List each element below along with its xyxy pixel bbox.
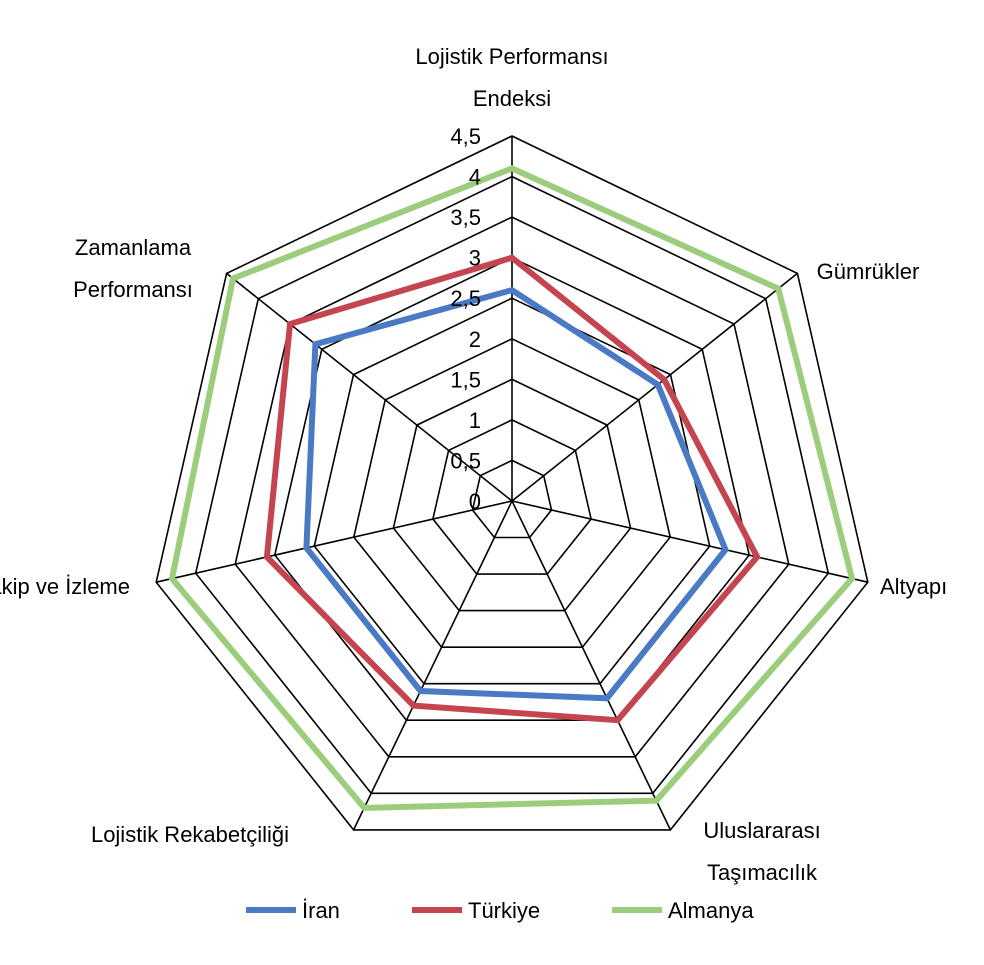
axis-labels: Lojistik Performansı Endeksi Gümrükler Alty… (0, 44, 947, 885)
axis-spoke (352, 500, 513, 831)
tick-label: 1 (469, 408, 481, 433)
grid-ring (234, 216, 790, 758)
axis-spoke (226, 272, 513, 502)
axis-label: Performansı (73, 277, 193, 302)
tick-label: 3,5 (450, 205, 481, 230)
grid-ring (194, 175, 830, 795)
spokes (156, 136, 868, 831)
tick-label: 0 (469, 489, 481, 514)
tick-label: 2,5 (450, 286, 481, 311)
grid-ring (432, 419, 592, 575)
tick-label: 4 (469, 165, 481, 190)
axis-label: Altyapı (880, 574, 947, 599)
tick-label: 3 (469, 246, 481, 271)
series (168, 165, 856, 811)
axis-spoke (511, 272, 798, 502)
legend: İran Türkiye Almanya (246, 898, 754, 923)
legend-label: Türkiye (468, 898, 540, 923)
grid-ring (392, 378, 632, 612)
axis-spoke (511, 500, 672, 831)
series-line-1 (263, 254, 761, 724)
tick-label: 2 (469, 327, 481, 352)
series-line-0 (303, 286, 729, 702)
axis-label: Endeksi (473, 86, 551, 111)
grid-ring (352, 337, 672, 649)
tick-label: 0,5 (450, 448, 481, 473)
axis-spoke (156, 500, 513, 583)
grid-ring (155, 135, 869, 831)
axis-label: Lojistik Rekabetçiliği (91, 822, 289, 847)
legend-label: Almanya (668, 898, 754, 923)
tick-label: 4,5 (450, 124, 481, 149)
axis-label: Uluslararası (703, 818, 820, 843)
tick-label: 1,5 (450, 367, 481, 392)
tick-labels: 0 0,5 1 1,5 2 2,5 3 3,5 4 4,5 (450, 124, 481, 514)
grid-ring (471, 459, 553, 539)
axis-label: Takip ve İzleme (0, 574, 130, 599)
axis-label: Gümrükler (817, 259, 920, 284)
axis-label: Zamanlama (75, 235, 192, 260)
legend-label: İran (302, 898, 340, 923)
axis-spoke (511, 500, 868, 583)
axis-label: Lojistik Performansı (415, 44, 608, 69)
axis-label: Taşımacılık (707, 860, 818, 885)
series-line-2 (168, 165, 856, 811)
